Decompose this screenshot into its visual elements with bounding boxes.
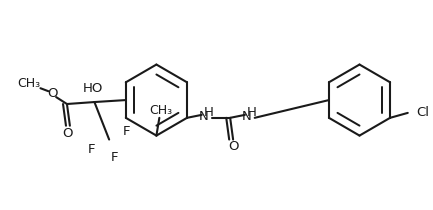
Text: N: N xyxy=(242,110,252,123)
Text: HO: HO xyxy=(82,82,103,95)
Text: O: O xyxy=(63,127,73,140)
Text: N: N xyxy=(199,110,209,123)
Text: F: F xyxy=(110,151,118,164)
Text: H: H xyxy=(247,106,257,119)
Text: O: O xyxy=(47,87,58,100)
Text: H: H xyxy=(204,106,213,119)
Text: CH₃: CH₃ xyxy=(17,77,40,90)
Text: F: F xyxy=(88,143,95,156)
Text: O: O xyxy=(228,140,238,153)
Text: Cl: Cl xyxy=(417,106,430,119)
Text: CH₃: CH₃ xyxy=(149,104,172,117)
Text: F: F xyxy=(123,125,131,138)
